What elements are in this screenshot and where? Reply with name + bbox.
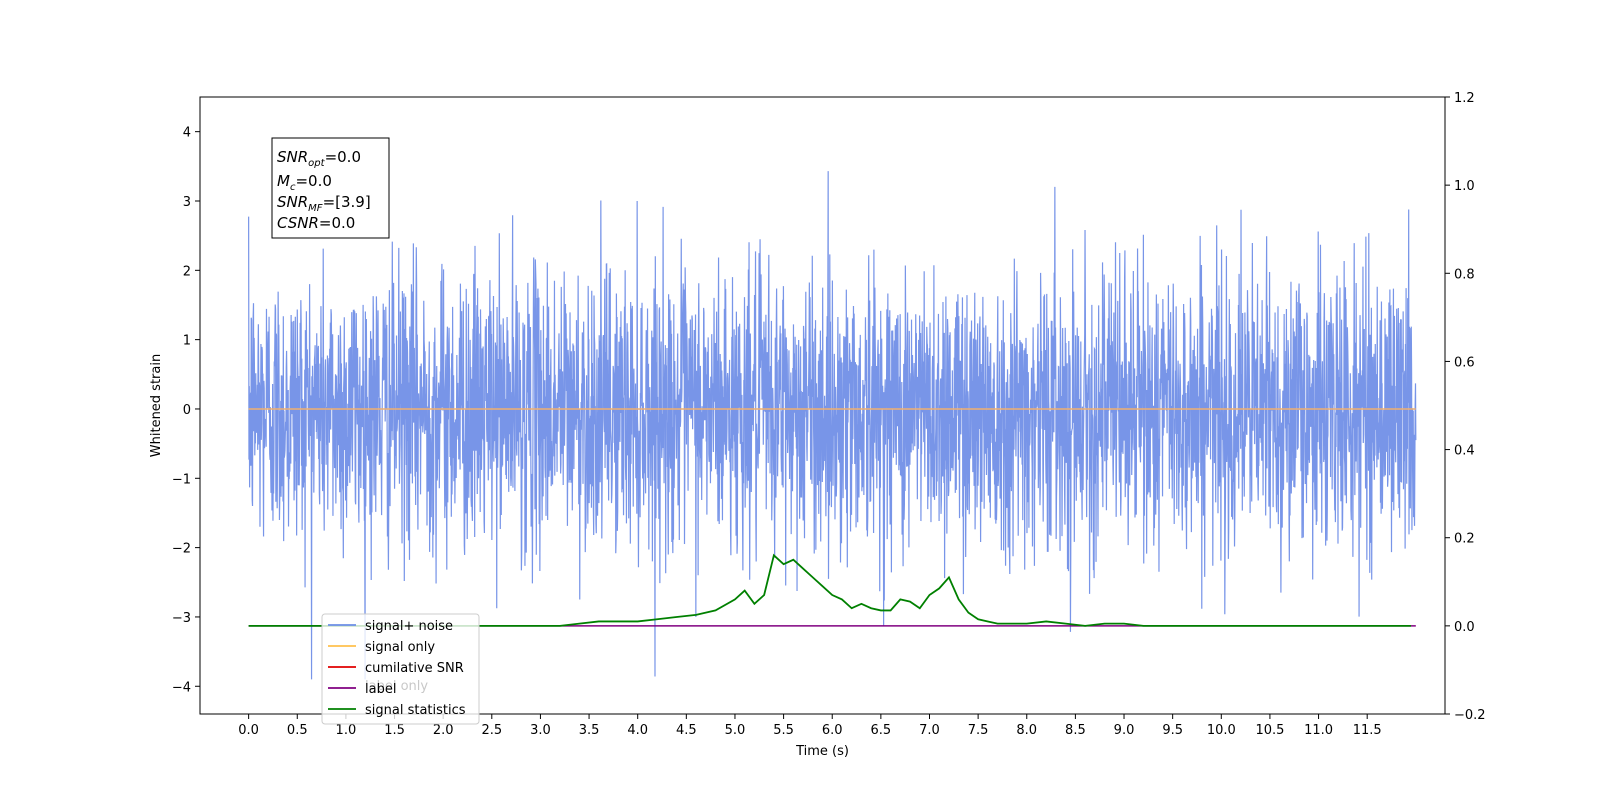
x-tick-label: 0.5 — [287, 723, 308, 738]
annotation-csnr: CSNR=0.0 — [277, 214, 355, 232]
y-axis-left: 4 3 2 1 0 −1 −2 −3 −4 — [172, 126, 200, 695]
x-axis: 0.0 0.5 1.0 1.5 2.0 2.5 3.0 3.5 4.0 4.5 5.0 5.5 6.0 6… — [238, 714, 1382, 738]
x-tick-label: 1.0 — [336, 723, 357, 738]
x-tick-label: 7.5 — [968, 723, 989, 738]
x-tick-label: 3.0 — [530, 723, 551, 738]
y-axis-label: Whitened strain — [149, 354, 164, 457]
y-tick-label: 0 — [183, 403, 191, 418]
y-tick-label: −3 — [172, 611, 191, 626]
y2-tick-label: 0.8 — [1454, 267, 1475, 282]
legend-label-label: label — [365, 682, 396, 697]
x-tick-label: 0.0 — [238, 723, 259, 738]
x-tick-label: 6.5 — [871, 723, 892, 738]
x-tick-label: 10.0 — [1207, 723, 1236, 738]
x-axis-label: Time (s) — [795, 744, 849, 759]
y-tick-label: 1 — [183, 334, 191, 349]
x-tick-label: 1.5 — [384, 723, 405, 738]
legend-label-cumilative-snr: cumilative SNR — [365, 661, 464, 676]
x-tick-label: 11.5 — [1353, 723, 1382, 738]
signal-noise-line — [248, 171, 1417, 680]
y2-tick-label: −0.2 — [1454, 708, 1486, 723]
x-tick-label: 2.5 — [481, 723, 502, 738]
legend: label only signal+ noise signal only cumil… — [321, 613, 480, 725]
y2-tick-label: 0.2 — [1454, 532, 1475, 547]
y-tick-label: 2 — [183, 264, 191, 279]
y-tick-label: 3 — [183, 195, 191, 210]
y-tick-label: −2 — [172, 542, 191, 557]
annotation-snr-opt: SNRopt=0.0 — [277, 148, 361, 169]
y2-tick-label: 1.2 — [1454, 91, 1475, 106]
x-tick-label: 5.5 — [773, 723, 794, 738]
x-tick-label: 6.0 — [822, 723, 843, 738]
plot-frame — [199, 96, 1446, 715]
y2-tick-label: 1.0 — [1454, 179, 1475, 194]
x-tick-label: 8.5 — [1065, 723, 1086, 738]
legend-label-signal-noise: signal+ noise — [365, 619, 453, 634]
legend-hidden-text: label only — [365, 679, 428, 694]
x-tick-label: 4.0 — [627, 723, 648, 738]
y-tick-label: −1 — [172, 472, 191, 487]
x-tick-label: 7.0 — [919, 723, 940, 738]
y2-tick-label: 0.6 — [1454, 355, 1475, 370]
annotation-mc: Mc=0.0 — [277, 172, 332, 193]
x-tick-label: 2.0 — [433, 723, 454, 738]
y2-tick-label: 0.4 — [1454, 444, 1475, 459]
x-tick-label: 9.5 — [1162, 723, 1183, 738]
legend-label-signal-only: signal only — [365, 640, 435, 655]
legend-label-signal-statistics: signal statistics — [365, 703, 466, 718]
y-tick-label: −4 — [172, 680, 191, 695]
x-tick-label: 9.0 — [1114, 723, 1135, 738]
x-tick-label: 8.0 — [1016, 723, 1037, 738]
x-tick-label: 10.5 — [1255, 723, 1284, 738]
y-axis-right: 1.2 1.0 0.8 0.6 0.4 0.2 0.0 −0.2 — [1445, 91, 1486, 723]
x-tick-label: 11.0 — [1304, 723, 1333, 738]
annotation-snr-mf: SNRMF=[3.9] — [277, 193, 371, 214]
signal-noise-series — [248, 171, 1417, 680]
x-tick-label: 3.5 — [579, 723, 600, 738]
y2-tick-label: 0.0 — [1454, 620, 1475, 635]
x-tick-label: 5.0 — [725, 723, 746, 738]
y-tick-label: 4 — [183, 126, 191, 141]
signal-statistics-line — [248, 553, 1411, 627]
x-tick-label: 4.5 — [676, 723, 697, 738]
annotation-box: SNRopt=0.0 Mc=0.0 SNRMF=[3.9] CSNR=0.0 — [271, 137, 390, 239]
